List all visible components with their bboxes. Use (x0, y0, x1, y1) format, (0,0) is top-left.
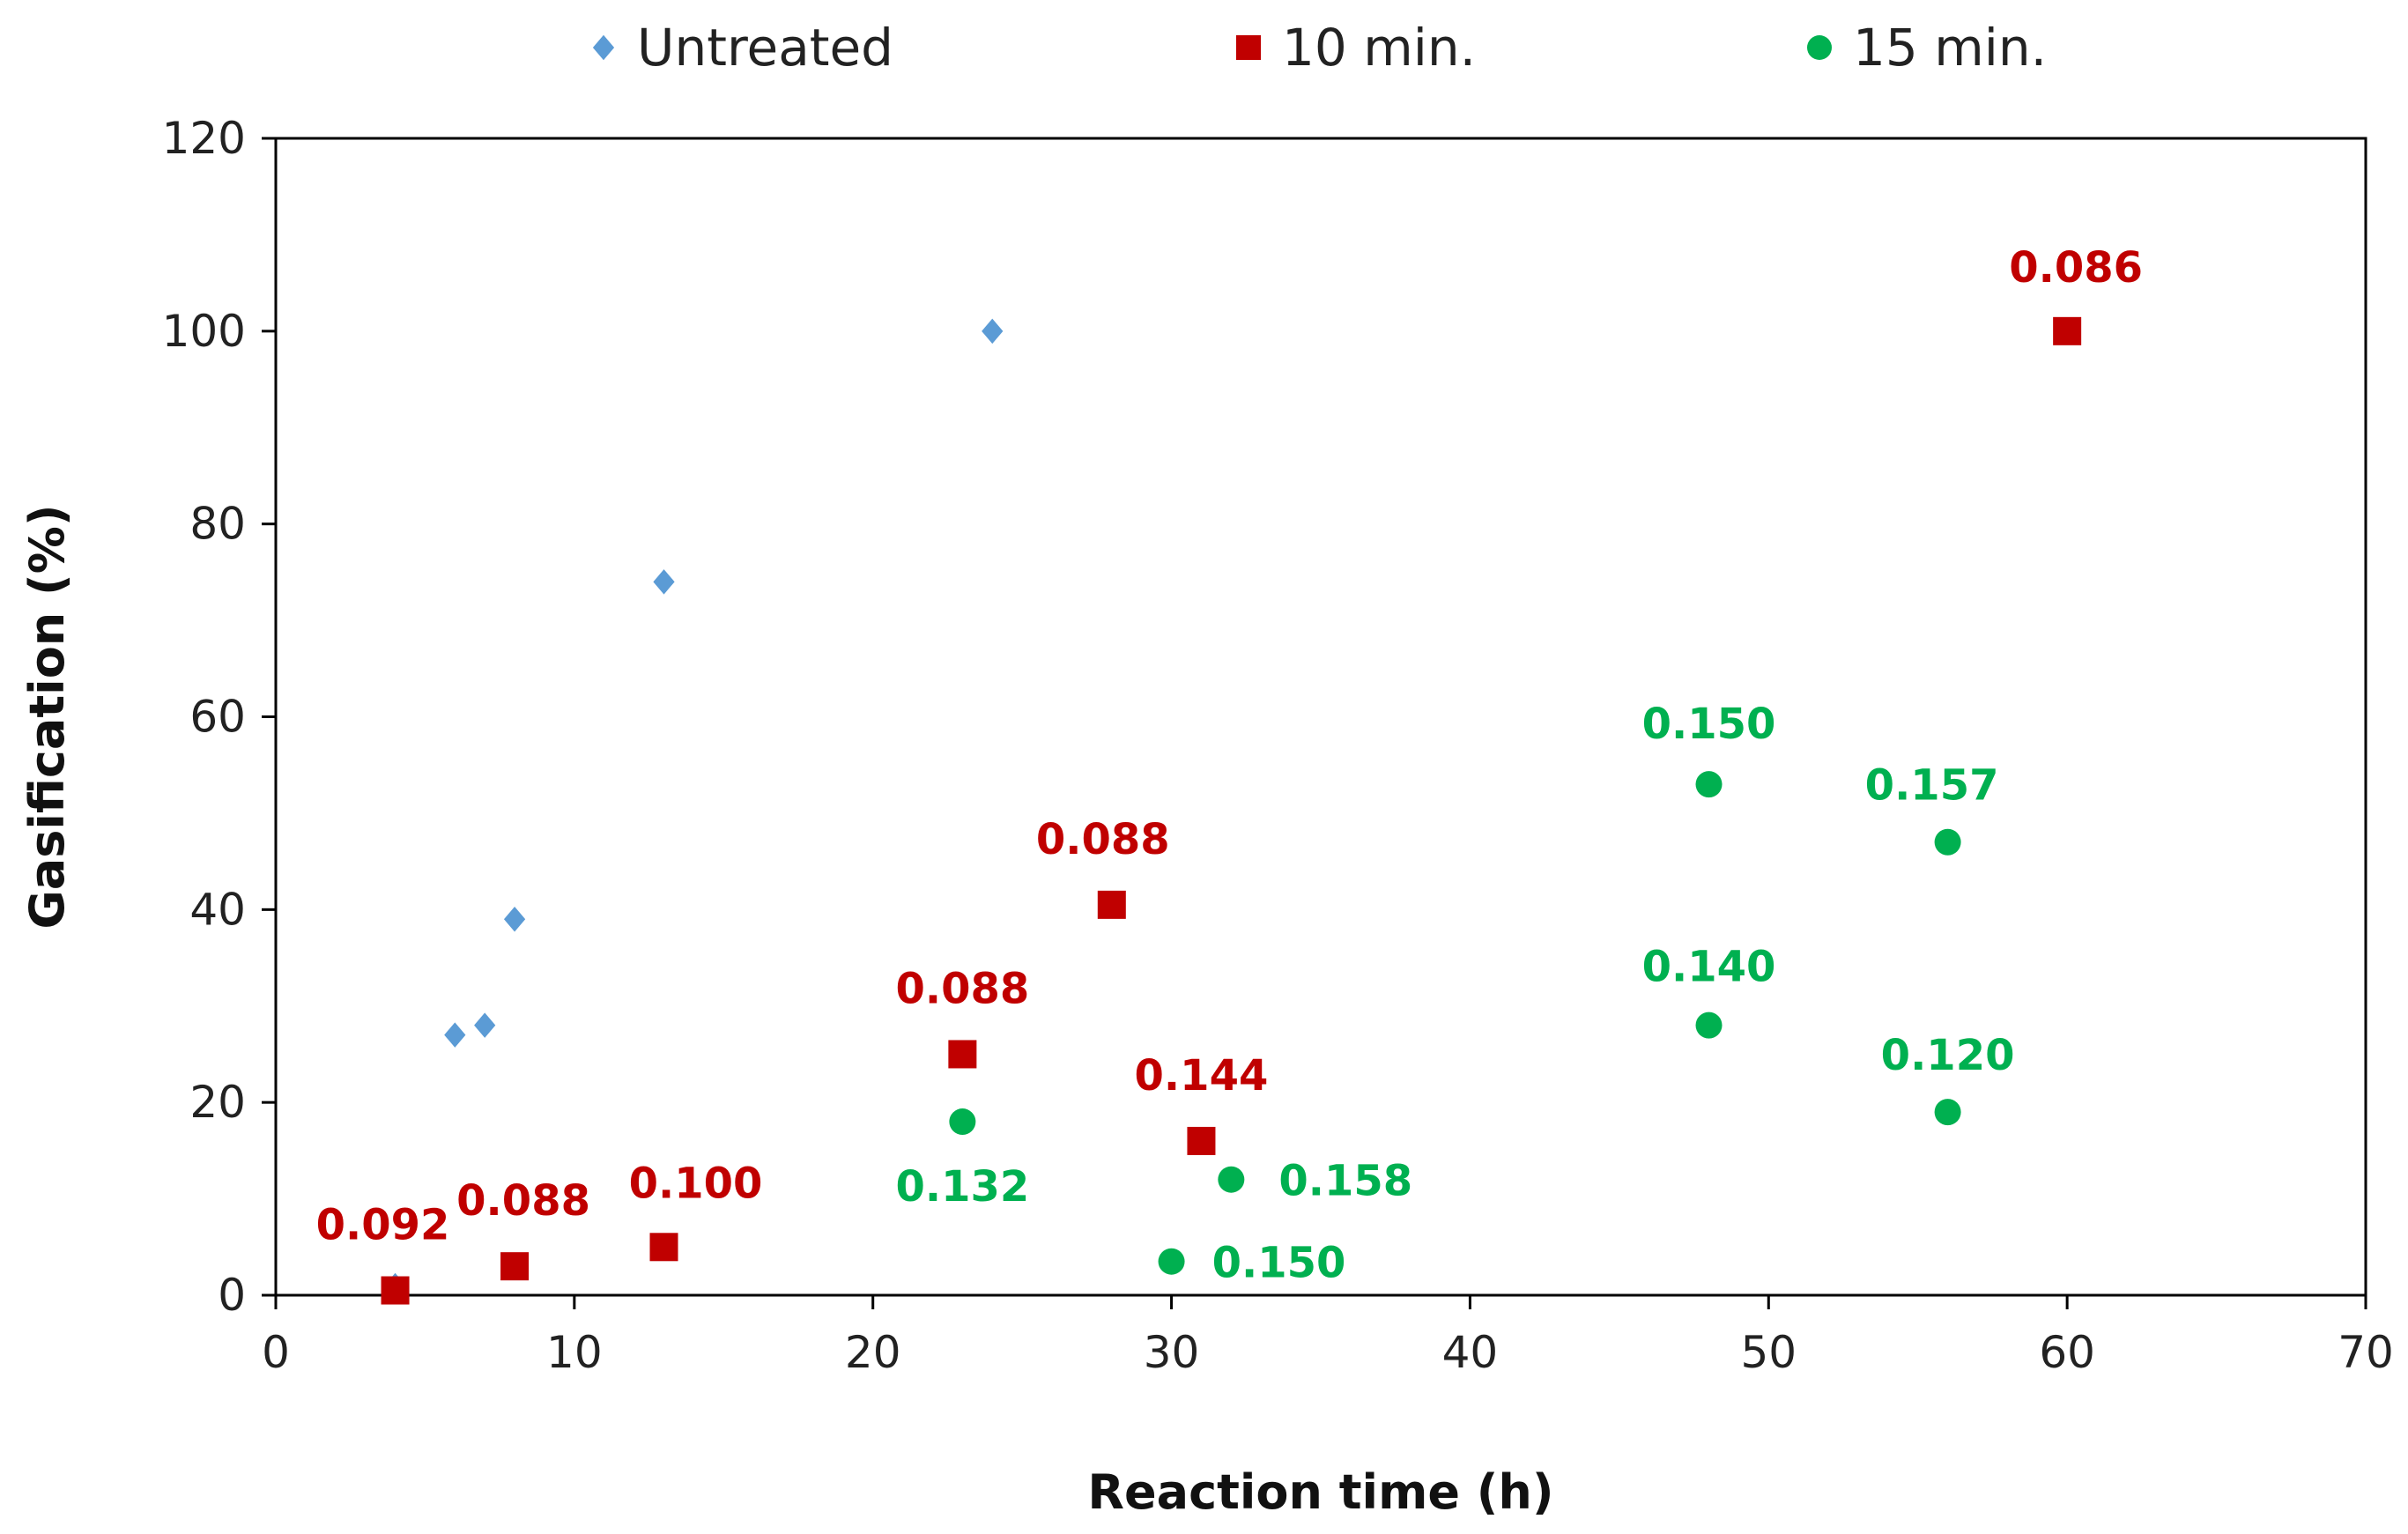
plot-axes (274, 137, 2367, 1297)
x-tick-label: 60 (2039, 1327, 2095, 1378)
data-label: 0.092 (316, 1201, 450, 1250)
point-circle (949, 1108, 976, 1136)
data-points (381, 316, 2082, 1305)
point-circle (1158, 1248, 1185, 1275)
data-label: 0.150 (1642, 700, 1776, 749)
y-tick-label: 0 (218, 1270, 246, 1321)
data-label: 0.150 (1212, 1239, 1346, 1288)
data-label: 0.144 (1135, 1051, 1269, 1100)
data-label: 0.088 (1036, 815, 1170, 864)
legend-label: 10 min. (1282, 18, 1476, 78)
point-circle (1934, 1099, 1961, 1126)
legend-marker-circle (1807, 35, 1832, 60)
point-diamond (474, 1012, 496, 1038)
point-square (500, 1252, 530, 1281)
point-circle (1934, 828, 1961, 856)
legend-label: Untreated (637, 18, 893, 78)
data-label: 0.132 (895, 1162, 1029, 1212)
data-label: 0.086 (2009, 243, 2143, 293)
point-diamond (982, 318, 1004, 345)
point-square (948, 1040, 977, 1069)
point-diamond (653, 569, 675, 595)
x-tick-label: 0 (262, 1327, 290, 1378)
x-tick-label: 30 (1144, 1327, 1200, 1378)
data-label: 0.088 (895, 964, 1029, 1013)
legend: Untreated 10 min. 15 min. (592, 18, 2047, 78)
point-square (2053, 316, 2082, 345)
point-diamond (503, 907, 526, 932)
point-circle (1218, 1166, 1245, 1193)
data-label: 0.120 (1881, 1031, 2015, 1080)
axis-ticks: 0 10 20 30 40 50 60 70 0 20 40 60 80 100 120 (162, 113, 2394, 1378)
x-tick-label: 50 (1740, 1327, 1797, 1378)
data-label: 0.158 (1278, 1157, 1412, 1206)
x-tick-label: 20 (845, 1327, 901, 1378)
point-circle (1695, 1012, 1723, 1039)
data-label: 0.157 (1865, 761, 1999, 811)
legend-marker-square (1236, 35, 1261, 60)
legend-label: 15 min. (1853, 18, 2047, 78)
point-square (381, 1276, 410, 1305)
y-tick-label: 80 (189, 499, 246, 550)
y-tick-label: 40 (189, 884, 246, 935)
data-label: 0.140 (1642, 943, 1776, 992)
x-tick-label: 70 (2338, 1327, 2394, 1378)
point-square (649, 1233, 678, 1262)
y-axis-title: Gasification (%) (19, 504, 75, 929)
data-label: 0.100 (629, 1159, 763, 1208)
data-labels: 0.092 0.088 0.1000.0880.0880.1440.0860.132… (316, 243, 2143, 1288)
x-tick-label: 10 (546, 1327, 603, 1378)
data-label: 0.088 (456, 1176, 590, 1226)
y-tick-label: 120 (162, 113, 246, 164)
y-tick-label: 100 (162, 306, 246, 357)
point-square (1187, 1126, 1216, 1155)
legend-marker-diamond (592, 34, 615, 61)
x-axis-title: Reaction time (h) (1087, 1464, 1553, 1520)
point-circle (1695, 771, 1723, 798)
plot-frame (274, 137, 2367, 1297)
point-diamond (444, 1022, 466, 1048)
y-tick-label: 60 (189, 692, 246, 743)
y-tick-label: 20 (189, 1077, 246, 1128)
point-square (1097, 890, 1126, 919)
x-tick-label: 40 (1442, 1327, 1499, 1378)
